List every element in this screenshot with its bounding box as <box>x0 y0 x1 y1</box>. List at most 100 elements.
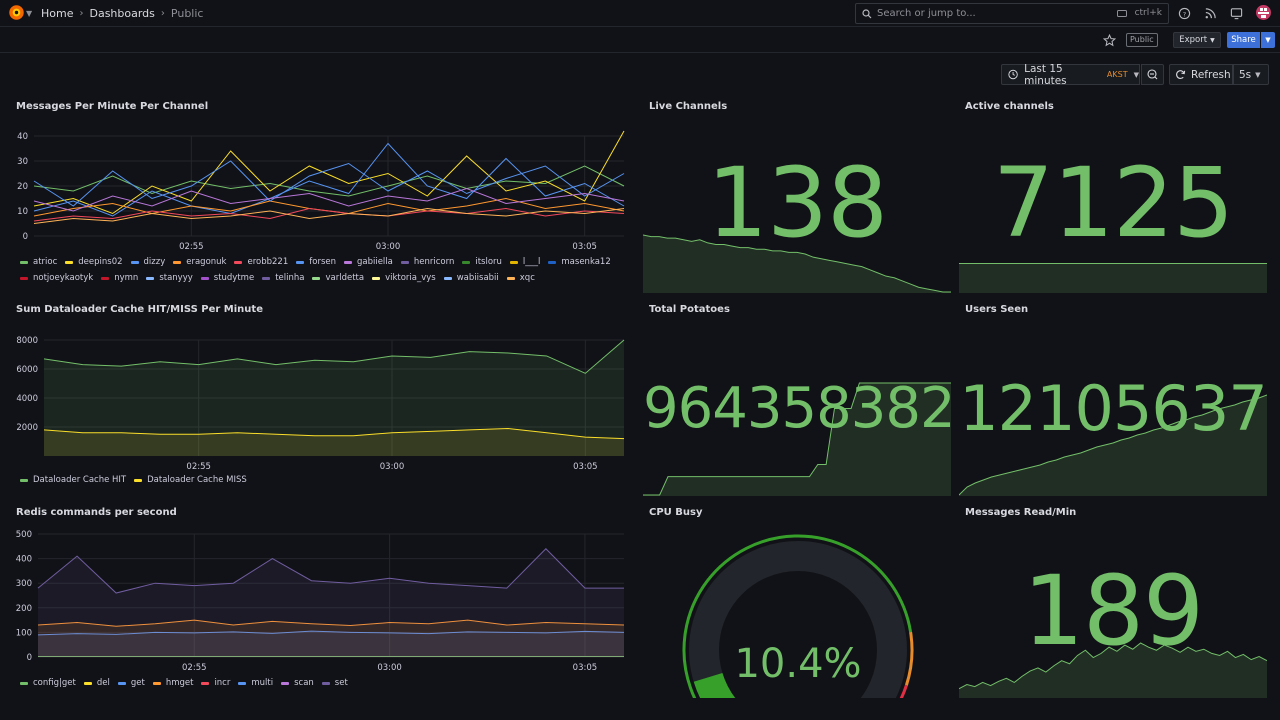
legend-item-multi[interactable]: multi <box>238 678 273 688</box>
refresh-interval-label: 5s <box>1239 68 1252 81</box>
series-line-hmget[interactable] <box>37 619 625 627</box>
series-line-get[interactable] <box>37 630 625 636</box>
legend-item-henricorn[interactable]: henricorn <box>400 257 454 267</box>
breadcrumb-home[interactable]: Home <box>41 7 74 20</box>
dataloader-chart[interactable]: 2000 4000 6000 8000 02:55 03:00 03:05 <box>10 334 630 474</box>
series-line-forsen[interactable] <box>33 160 625 207</box>
series-line-gabiiella[interactable] <box>33 187 625 212</box>
sparkline-area <box>643 235 951 293</box>
series-line-set[interactable] <box>37 548 624 594</box>
help-icon[interactable]: ? <box>1178 7 1191 20</box>
legend-item-dataloader-cache-miss[interactable]: Dataloader Cache MISS <box>134 475 247 485</box>
series-line-deepins02[interactable] <box>33 130 625 215</box>
breadcrumb-dashboards[interactable]: Dashboards <box>89 7 155 20</box>
legend-item-eragonuk[interactable]: eragonuk <box>173 257 226 267</box>
series-line-xqc[interactable] <box>33 207 625 224</box>
legend-label: varldetta <box>325 273 365 283</box>
legend-item-masenka12[interactable]: masenka12 <box>548 257 611 267</box>
legend-item-config-get[interactable]: config|get <box>20 678 76 688</box>
panel-title-messages-read[interactable]: Messages Read/Min <box>965 507 1077 518</box>
legend-label: telinha <box>275 273 305 283</box>
legend-item-telinha[interactable]: telinha <box>262 273 304 283</box>
panel-title-total-potatoes[interactable]: Total Potatoes <box>649 304 730 315</box>
panel-title-messages[interactable]: Messages Per Minute Per Channel <box>16 101 209 112</box>
panel-title-active-channels[interactable]: Active channels <box>965 101 1054 112</box>
panel-title-live-channels[interactable]: Live Channels <box>649 101 728 112</box>
series-line-atrioc[interactable] <box>33 165 625 197</box>
legend-item-erobb221[interactable]: erobb221 <box>234 257 288 267</box>
legend-swatch <box>509 260 518 264</box>
rss-icon[interactable] <box>1204 7 1217 20</box>
legend-swatch <box>238 681 247 685</box>
legend-item-xqc[interactable]: xqc <box>506 273 535 283</box>
panel-title-users-seen[interactable]: Users Seen <box>965 304 1029 315</box>
legend-item-deepins02[interactable]: deepins02 <box>65 257 123 267</box>
legend-item-forsen[interactable]: forsen <box>296 257 336 267</box>
share-button[interactable]: Share <box>1227 32 1260 48</box>
time-range-picker[interactable]: Last 15 minutes AKST ▼ <box>1001 63 1140 87</box>
legend-item-viktoria-vys[interactable]: viktoria_vys <box>372 273 436 283</box>
legend-item-dataloader-cache-hit[interactable]: Dataloader Cache HIT <box>20 475 126 485</box>
sparkline-area <box>959 643 1267 698</box>
series-line-dataloader-cache-miss[interactable] <box>43 427 625 440</box>
monitor-icon[interactable] <box>1230 7 1243 20</box>
legend-swatch <box>548 260 557 264</box>
chevron-down-icon[interactable]: ▼ <box>26 9 33 18</box>
legend-item-gabiiella[interactable]: gabiiella <box>343 257 393 267</box>
legend-item-itsloru[interactable]: itsloru <box>462 257 502 267</box>
y-tick-label: 300 <box>16 579 32 589</box>
panel-title-dataloader[interactable]: Sum Dataloader Cache HIT/MISS Per Minute <box>16 304 263 315</box>
legend-swatch <box>130 260 139 264</box>
legend-item-del[interactable]: del <box>83 678 110 688</box>
legend-item-l-l[interactable]: l___l <box>509 257 540 267</box>
grafana-logo-icon[interactable] <box>8 4 25 21</box>
legend-item-scan[interactable]: scan <box>281 678 314 688</box>
search-icon <box>862 8 872 18</box>
series-line-eragonuk[interactable] <box>33 197 625 217</box>
legend-label: masenka12 <box>561 257 611 267</box>
search-placeholder: Search or jump to... <box>877 8 976 19</box>
legend-item-dizzy[interactable]: dizzy <box>130 257 165 267</box>
series-line-erobb221[interactable] <box>33 207 625 222</box>
y-tick-label: 400 <box>16 555 32 565</box>
export-button[interactable]: Export ▼ <box>1173 32 1221 48</box>
legend-item-wabiisabii[interactable]: wabiisabii <box>443 273 499 283</box>
legend-item-nymn[interactable]: nymn <box>101 273 138 283</box>
legend-swatch <box>101 276 110 280</box>
panel-title-cpu-busy[interactable]: CPU Busy <box>649 507 703 518</box>
legend-item-stanyyy[interactable]: stanyyy <box>146 273 193 283</box>
legend-swatch <box>262 276 271 280</box>
legend-item-get[interactable]: get <box>117 678 145 688</box>
series-area-get <box>38 631 624 657</box>
panel-title-redis[interactable]: Redis commands per second <box>16 507 177 518</box>
avatar[interactable] <box>1256 5 1271 20</box>
x-tick-label: 03:00 <box>376 242 401 252</box>
share-menu-button[interactable]: ▼ <box>1261 32 1275 48</box>
series-line-dataloader-cache-hit[interactable] <box>43 339 625 374</box>
legend-swatch <box>372 276 381 280</box>
legend-item-varldetta[interactable]: varldetta <box>312 273 364 283</box>
share-label: Share <box>1231 35 1256 45</box>
legend-item-notjoeykaotyk[interactable]: notjoeykaotyk <box>20 273 93 283</box>
messages-read-value: 189 <box>1022 555 1204 667</box>
redis-chart[interactable]: 0 100 200 300 400 500 02:55 03:00 03:05 <box>10 528 630 674</box>
legend-item-atrioc[interactable]: atrioc <box>20 257 57 267</box>
refresh-interval-picker[interactable]: 5s ▼ <box>1233 64 1269 85</box>
sparkline-line <box>643 234 951 293</box>
messages-chart[interactable]: 0 10 20 30 40 02:55 03:00 03:05 <box>10 130 630 254</box>
sparkline-area <box>643 383 951 496</box>
zoom-out-button[interactable] <box>1141 64 1164 85</box>
refresh-button[interactable]: Refresh <box>1169 64 1233 85</box>
legend-swatch <box>296 260 305 264</box>
legend-item-hmget[interactable]: hmget <box>152 678 193 688</box>
legend-label: config|get <box>33 678 76 688</box>
chevron-down-icon: ▼ <box>1255 70 1261 79</box>
chevron-down-icon: ▼ <box>1210 36 1215 44</box>
legend-item-studytme[interactable]: studytme <box>200 273 254 283</box>
search-input[interactable]: Search or jump to... ctrl+k <box>855 3 1169 24</box>
series-line-dizzy[interactable] <box>33 142 625 217</box>
live-channels-sparkline <box>643 234 951 293</box>
legend-item-set[interactable]: set <box>321 678 348 688</box>
star-icon[interactable] <box>1103 34 1116 47</box>
legend-item-incr[interactable]: incr <box>201 678 230 688</box>
